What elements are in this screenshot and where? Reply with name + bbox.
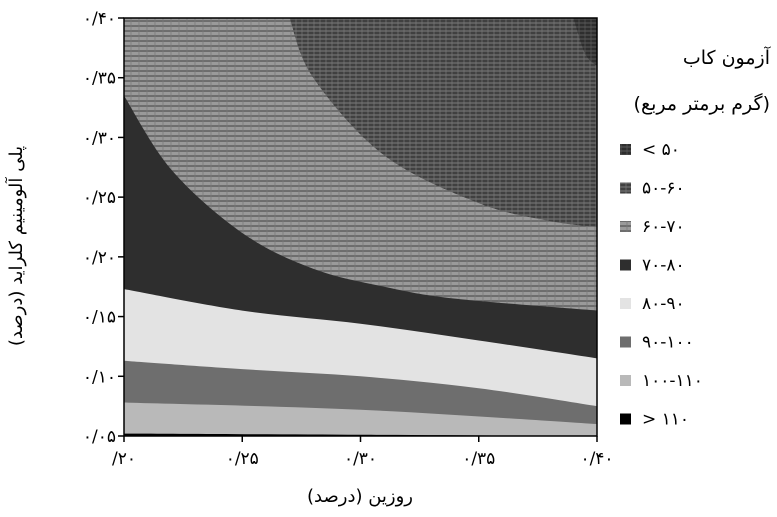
y-tick-label: ۰/۲۵ <box>83 188 116 208</box>
y-tick-label: ۰/۴۰ <box>83 9 116 29</box>
legend-swatch <box>620 182 631 194</box>
contour-regions <box>124 18 597 436</box>
y-tick-label: ۰/۲۰ <box>83 248 116 268</box>
legend-swatch <box>620 336 631 348</box>
y-tick-label: ۰/۰۵ <box>83 427 116 447</box>
x-tick-label: ۰/۳۰ <box>344 449 377 469</box>
x-tick-label: ۰/۳۵ <box>462 449 495 469</box>
x-tick-label: ۰/۴۰ <box>580 449 613 469</box>
legend-label: ۱۰۰-۱۱۰ <box>642 371 703 391</box>
legend-swatch <box>620 375 631 386</box>
legend-swatch <box>620 298 631 309</box>
legend: آزمون کاب (گرم برمتر مربع) < ۵۰ ۵۰-۶۰ ۶۰-۷… <box>620 45 771 430</box>
y-tick-label: ۰/۱۵ <box>83 308 116 328</box>
x-axis: /۲۰ ۰/۲۵ ۰/۳۰ ۰/۳۵ ۰/۴۰ <box>112 436 614 469</box>
region-level-5 <box>124 18 597 227</box>
legend-swatch <box>620 413 631 425</box>
legend-title-line2: (گرم برمتر مربع) <box>634 92 770 115</box>
legend-swatch <box>620 221 631 232</box>
legend-title-line1: آزمون کاب <box>683 45 771 69</box>
legend-label: ۵۰-۶۰ <box>642 179 685 199</box>
legend-label: > ۱۱۰ <box>642 410 689 430</box>
y-axis: ۰/۰۵ ۰/۱۰ ۰/۱۵ ۰/۲۰ ۰/۲۵ ۰/۳۰ ۰/۳۵ ۰/۴۰ <box>83 9 124 447</box>
y-tick-label: ۰/۳۵ <box>83 69 116 89</box>
x-tick-label: ۰/۲۵ <box>226 449 259 469</box>
legend-label: ۸۰-۹۰ <box>642 294 685 314</box>
legend-label: < ۵۰ <box>642 140 680 160</box>
y-tick-label: ۰/۳۰ <box>83 128 116 148</box>
y-tick-label: ۰/۱۰ <box>83 367 116 387</box>
legend-label: ۹۰-۱۰۰ <box>642 333 694 353</box>
legend-swatch <box>620 144 631 155</box>
x-axis-title: روزین (درصد) <box>307 486 413 507</box>
x-tick-label: /۲۰ <box>112 449 136 469</box>
legend-swatch <box>620 259 631 271</box>
legend-label: ۷۰-۸۰ <box>642 256 685 276</box>
y-axis-title: پلی آلومینیم کلراید (درصد) <box>4 146 27 346</box>
legend-label: ۶۰-۷۰ <box>642 217 685 237</box>
